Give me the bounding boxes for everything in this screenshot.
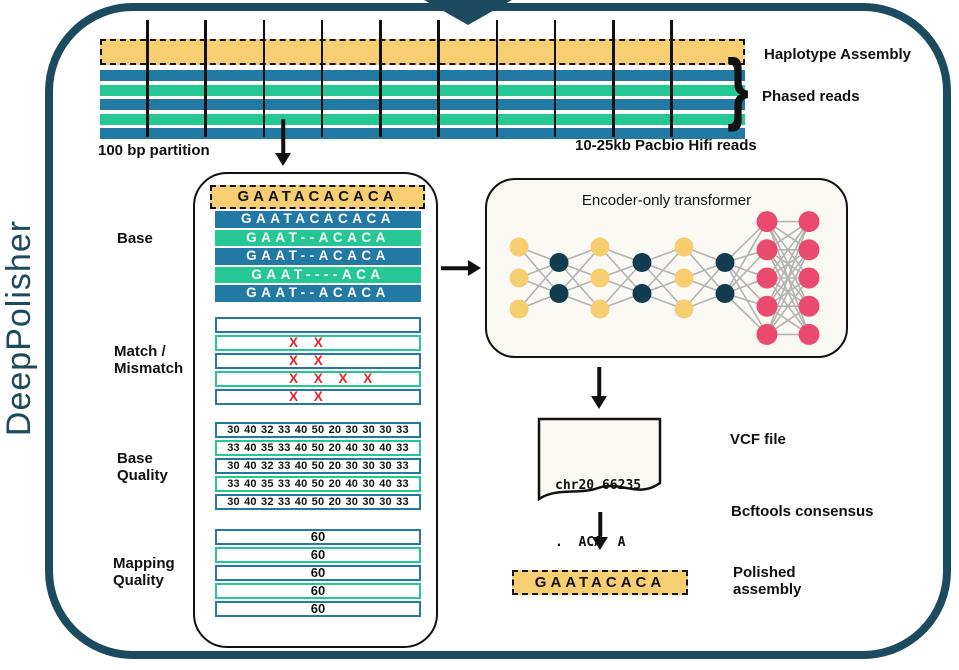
mapping-quality-row: 60 (215, 529, 421, 545)
mapping-quality-label-line: Quality (113, 572, 164, 589)
down-arrow-icon (275, 119, 291, 166)
base-quality-label-line: Quality (117, 467, 168, 484)
mapping-quality-row: 60 (215, 601, 421, 617)
base-quality-row: 30 40 32 33 40 50 20 30 30 30 33 (215, 494, 421, 510)
polished-label-line: assembly (733, 581, 802, 598)
read-sequence-row: GAAT--ACACA (215, 248, 421, 265)
read-sequence-row: GAAT----ACA (215, 266, 421, 283)
read-sequence-row: GAAT--ACACA (215, 285, 421, 302)
vcf-document: chr20 66235 . ACA A (537, 417, 662, 550)
mismatch-row: X X (215, 335, 421, 351)
polished-label-line: Polished (733, 564, 796, 581)
base-quality-rows: 30 40 32 33 40 50 20 30 30 30 33 33 40 3… (215, 422, 421, 512)
match-mismatch-label: Match / Mismatch (114, 343, 183, 377)
mismatch-label-line: Mismatch (114, 360, 184, 377)
partition-line (204, 20, 207, 137)
vcf-line: chr20 66235 (555, 478, 642, 493)
mapping-quality-row: 60 (215, 565, 421, 581)
partition-line (495, 20, 499, 137)
mismatch-rows: X X X X X X X X X X (215, 317, 421, 407)
partition-label: 100 bp partition (98, 142, 210, 159)
partition-line (146, 20, 149, 137)
mapping-quality-label: Mapping Quality (113, 555, 175, 589)
phased-reads-label: Phased reads (762, 88, 860, 105)
phased-read-bar (100, 99, 745, 110)
phased-read-bar (100, 113, 745, 125)
base-quality-row: 30 40 32 33 40 50 20 30 30 30 33 (215, 458, 421, 474)
read-sequence-row: GAAT--ACACA (215, 229, 421, 246)
partition-lines (146, 20, 673, 137)
read-sequence-row: GAATACACACA (215, 211, 421, 228)
base-quality-label: Base Quality (117, 450, 168, 484)
phased-read-bar (100, 84, 745, 96)
vcf-file-label: VCF file (730, 431, 786, 448)
partition-line (670, 20, 673, 137)
bcftools-label: Bcftools consensus (731, 503, 874, 520)
transformer-title: Encoder-only transformer (581, 192, 752, 209)
partition-line (437, 20, 440, 137)
right-arrow-icon (441, 260, 481, 276)
base-quality-row: 33 40 35 33 40 50 20 40 30 40 33 (215, 440, 421, 456)
polished-assembly-box: GAATACACA (512, 570, 688, 595)
base-quality-label-line: Base (117, 450, 153, 467)
reference-sequence-box: GAATACACACA (210, 185, 425, 209)
phased-reads-stack (100, 70, 745, 143)
document-shape-icon (537, 417, 662, 502)
mapping-quality-row: 60 (215, 547, 421, 563)
phased-read-bar (100, 70, 745, 81)
haplotype-assembly-label: Haplotype Assembly (764, 46, 911, 63)
base-quality-row: 30 40 32 33 40 50 20 30 30 30 33 (215, 422, 421, 438)
phased-read-bar (100, 128, 745, 139)
mismatch-row: X X (215, 389, 421, 405)
mismatch-row: X X X X (215, 371, 421, 387)
transformer-network (509, 211, 820, 345)
mapping-quality-row: 60 (215, 583, 421, 599)
haplotype-assembly-bar (100, 39, 745, 65)
mismatch-row: X X (215, 353, 421, 369)
hifi-reads-label: 10-25kb Pacbio Hifi reads (575, 137, 757, 154)
partition-line (262, 20, 266, 137)
pileup-panel: GAATACACACA GAATACACACA GAAT--ACACA GAAT… (193, 172, 438, 648)
polished-assembly-label: Polished assembly (733, 564, 801, 598)
mapping-quality-label-line: Mapping (113, 555, 175, 572)
mismatch-row (215, 317, 421, 333)
down-arrow-icon (591, 367, 607, 409)
partition-line (320, 20, 324, 137)
down-arrow-icon (592, 512, 608, 550)
match-label-line: Match / (114, 343, 166, 360)
transformer-box: Encoder-only transformer (485, 178, 848, 358)
base-quality-row: 33 40 35 33 40 50 20 40 30 40 33 (215, 476, 421, 492)
partition-line (612, 20, 615, 137)
phased-reads-brace: } (727, 43, 749, 132)
partition-line (379, 20, 382, 137)
base-rows: GAATACACACA GAAT--ACACA GAAT--ACACA GAAT… (215, 211, 421, 304)
figure-title: DeepPolisher (0, 219, 38, 437)
partition-line (553, 20, 557, 137)
mapping-quality-rows: 60 60 60 60 60 (215, 529, 421, 619)
base-label: Base (117, 230, 153, 247)
